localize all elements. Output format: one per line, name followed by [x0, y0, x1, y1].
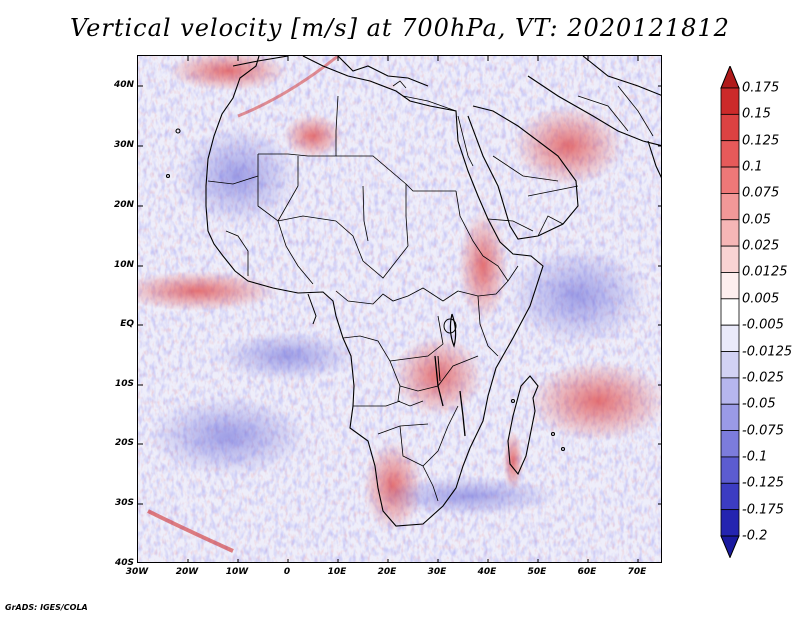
- colorbar-label: -0.05: [742, 396, 776, 412]
- colorbar-label: 0.005: [742, 291, 780, 307]
- colorbar-label: -0.175: [742, 502, 784, 518]
- colorbar-label: 0.025: [742, 238, 780, 254]
- lat-label-20s: 20S: [114, 438, 134, 448]
- colorbar-swatch: [720, 219, 740, 247]
- lon-label-0: 0: [283, 567, 291, 577]
- lon-label-40e: 40E: [477, 567, 497, 577]
- lon-label-50e: 50E: [527, 567, 547, 577]
- lon-label-60e: 60E: [577, 567, 597, 577]
- colorbar-swatch: [720, 166, 740, 194]
- colorbar-label: -0.125: [742, 475, 784, 491]
- colorbar-swatch: [720, 509, 740, 537]
- lon-label-10w: 10W: [225, 567, 249, 577]
- lat-label-eq: EQ: [120, 319, 134, 329]
- colorbar-swatch: [720, 245, 740, 273]
- colorbar-swatch: [720, 140, 740, 168]
- colorbar-swatch: [720, 113, 740, 142]
- colorbar-swatch: [720, 298, 740, 326]
- colorbar-label: 0.0125: [742, 264, 788, 280]
- lon-label-70e: 70E: [627, 567, 647, 577]
- lat-label-20n: 20N: [113, 200, 134, 210]
- colorbar-swatch: [720, 456, 740, 484]
- colorbar-swatch: [720, 87, 740, 115]
- colorbar-swatch: [720, 430, 740, 458]
- colorbar-label: 0.125: [742, 133, 780, 149]
- lat-ticks: [138, 85, 661, 505]
- colorbar-label: -0.075: [742, 423, 784, 439]
- colorbar-label: 0.175: [742, 80, 780, 96]
- lat-label-10s: 10S: [114, 379, 134, 389]
- colorbar-swatch: [720, 351, 740, 379]
- lat-label-40s: 40S: [114, 558, 134, 568]
- lat-label-40n: 40N: [113, 80, 134, 90]
- lat-label-30s: 30S: [114, 498, 134, 508]
- country-borders: [207, 85, 654, 502]
- lat-label-30n: 30N: [113, 140, 134, 150]
- lakes: [392, 80, 457, 382]
- colorbar-swatch: [720, 403, 740, 431]
- colorbar-label: -0.1: [742, 449, 768, 465]
- lon-label-10e: 10E: [327, 567, 347, 577]
- colorbar-max-triangle: [720, 66, 740, 89]
- colorbar-label: -0.025: [742, 370, 784, 386]
- lon-ticks: [187, 56, 639, 562]
- vertical-velocity-field: [138, 56, 661, 562]
- lon-label-20e: 20E: [377, 567, 397, 577]
- lon-label-30w: 30W: [125, 567, 149, 577]
- colorbar-label: 0.075: [742, 185, 780, 201]
- colorbar-swatch: [720, 193, 740, 221]
- colorbar: [720, 66, 740, 558]
- colorbar-label: 0.05: [742, 212, 771, 228]
- colorbar-swatch: [720, 324, 740, 352]
- map-plot-area: [137, 55, 662, 563]
- lat-label-10n: 10N: [113, 260, 134, 270]
- colorbar-swatch: [720, 272, 740, 300]
- colorbar-label: 0.1: [742, 159, 763, 175]
- colorbar-min-triangle: [720, 535, 740, 558]
- lon-label-20w: 20W: [175, 567, 199, 577]
- lon-label-30e: 30E: [427, 567, 447, 577]
- colorbar-swatch: [720, 377, 740, 405]
- colorbar-label: -0.2: [742, 528, 768, 544]
- colorbar-label: 0.15: [742, 106, 771, 122]
- colorbar-swatch: [720, 482, 740, 511]
- coastlines: [165, 56, 661, 527]
- map-title: Vertical velocity [m/s] at 700hPa, VT: 2…: [70, 14, 730, 42]
- colorbar-label: -0.005: [742, 317, 784, 333]
- grads-credit: GrADS: IGES/COLA: [5, 603, 88, 612]
- colorbar-label: -0.0125: [742, 344, 793, 360]
